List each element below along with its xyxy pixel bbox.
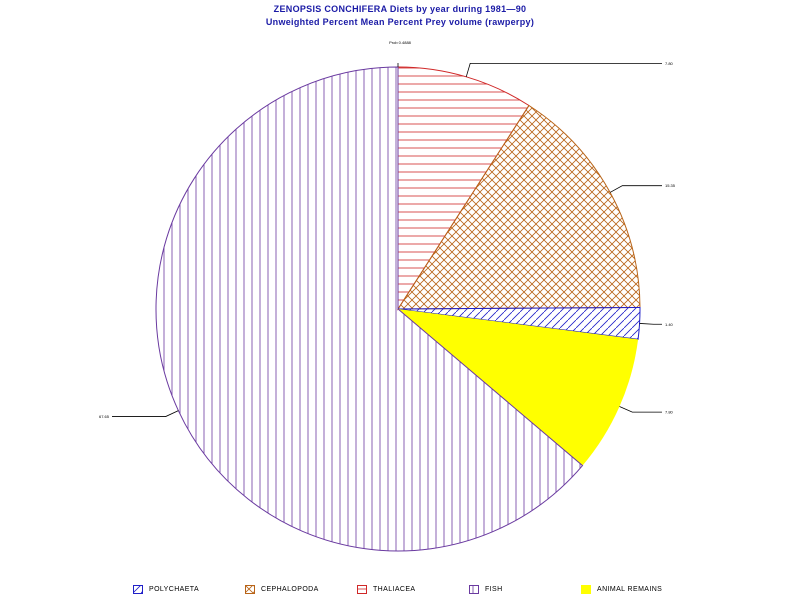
pie-slice-fish (155, 66, 584, 552)
pie-slice-cephalopoda (397, 104, 641, 310)
slice-label-polychaeta: 1.40 (665, 322, 674, 327)
legend-item-animal-remains: ANIMAL REMAINS (581, 585, 662, 594)
legend-swatch-fish (469, 585, 479, 594)
leader-line-thaliacea (465, 62, 662, 77)
legend-item-thaliacea: THALIACEA (357, 585, 416, 594)
legend-label-fish: FISH (485, 586, 503, 593)
legend-item-fish: FISH (469, 585, 503, 594)
legend-label-cephalopoda: CEPHALOPODA (261, 586, 319, 593)
slice-label-cephalopoda: 15.35 (665, 183, 676, 188)
leader-line-polychaeta (639, 323, 662, 325)
chart-subtitle: Unweighted Percent Mean Percent Prey vol… (265, 17, 535, 27)
legend-item-cephalopoda: CEPHALOPODA (245, 585, 319, 594)
legend-item-polychaeta: POLYCHAETA (133, 585, 199, 594)
probability-label: Prob 0.4888 (389, 40, 412, 45)
legend-swatch-thaliacea (357, 585, 367, 594)
legend-label-polychaeta: POLYCHAETA (149, 586, 200, 593)
slice-label-animal-remains: 7.80 (665, 410, 674, 415)
legend-label-animal-remains: ANIMAL REMAINS (597, 586, 663, 593)
pie-slice-thaliacea (397, 66, 530, 311)
legend: POLYCHAETA CEPHALOPODA THALIACEA FISH AN… (0, 585, 800, 599)
slice-label-fish: 67.65 (99, 414, 110, 419)
legend-swatch-animal-remains (581, 585, 591, 594)
slice-label-thaliacea: 7.80 (665, 61, 674, 66)
leader-line-animal-remains (619, 406, 662, 413)
legend-swatch-polychaeta (133, 585, 143, 594)
pie-slice-polychaeta (397, 306, 641, 340)
chart-title: ZENOPSIS CONCHIFERA Diets by year during… (273, 4, 527, 14)
legend-swatch-cephalopoda (245, 585, 255, 594)
leader-line-cephalopoda (609, 185, 662, 193)
leader-line-fish (112, 410, 179, 417)
pie-slice-animal-remains (398, 309, 639, 466)
legend-label-thaliacea: THALIACEA (373, 586, 416, 593)
